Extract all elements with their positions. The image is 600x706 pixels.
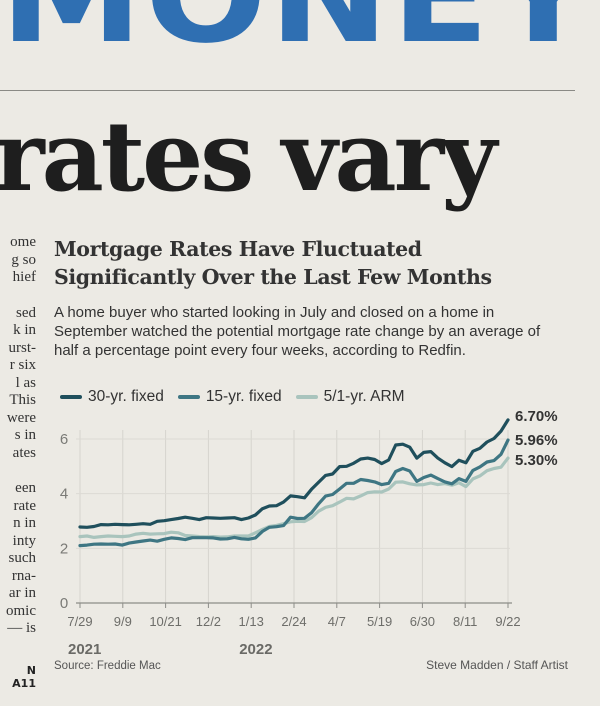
chart-title-line-2: Significantly Over the Last Few Months — [54, 265, 492, 289]
y-tick-label: 4 — [60, 486, 68, 503]
year-label: 2021 — [68, 641, 101, 658]
chart-source: Source: Freddie Mac — [54, 660, 161, 672]
legend-label-30yr: 30-yr. fixed — [88, 388, 164, 405]
x-tick-label: 8/11 — [453, 614, 477, 629]
article-column-line: n in — [13, 515, 36, 531]
x-tick-label: 6/30 — [410, 614, 435, 629]
chart-legend: 30-yr. fixed 15-yr. fixed 5/1-yr. ARM — [60, 386, 419, 408]
x-tick-label: 9/9 — [114, 614, 132, 629]
chart-subtitle: A home buyer who started looking in July… — [54, 304, 541, 359]
article-column-line: were — [6, 409, 36, 426]
year-label: 2022 — [239, 641, 272, 658]
article-column-line: k in — [13, 322, 36, 338]
series-end-label: 6.70% — [515, 408, 558, 425]
article-column-line: ates — [12, 444, 36, 461]
article-column-fragment: ome g so hief sed k in urst-r six l as This were… — [0, 234, 36, 638]
y-tick-label: 0 — [60, 595, 68, 612]
article-column-line: This — [9, 392, 36, 408]
article-column-line: ar in — [8, 585, 36, 601]
article-column-line: urst- — [8, 339, 37, 356]
x-tick-label: 9/22 — [495, 614, 520, 629]
chart-title: Mortgage Rates Have Fluctuated Significa… — [54, 235, 574, 291]
article-column-line: hief — [12, 269, 36, 285]
y-tick-label: 2 — [60, 540, 68, 557]
article-column-line: r six — [9, 357, 36, 373]
series-line — [78, 438, 510, 548]
legend-item-30yr: 30-yr. fixed — [60, 388, 164, 406]
masthead: MONEY — [0, 0, 600, 48]
series-end-label: 5.96% — [515, 432, 558, 449]
x-tick-label: 10/21 — [149, 614, 182, 629]
legend-swatch-15yr — [177, 395, 200, 399]
series-end-label: 5.30% — [515, 452, 558, 469]
legend-item-15yr: 15-yr. fixed — [177, 388, 282, 406]
x-tick-label: 12/2 — [196, 614, 221, 629]
article-column-line: sed — [16, 304, 36, 321]
article-column-line: g so — [11, 251, 36, 268]
x-tick-label: 4/7 — [328, 614, 346, 629]
x-tick-label: 2/24 — [281, 614, 306, 629]
series-line — [78, 456, 510, 539]
legend-label-arm: 5/1-yr. ARM — [323, 388, 405, 405]
article-column-line: rate — [13, 497, 36, 514]
legend-swatch-30yr — [60, 395, 82, 399]
legend-label-15yr: 15-yr. fixed — [205, 388, 282, 405]
y-tick-label: 6 — [60, 431, 68, 448]
legend-swatch-arm — [295, 395, 318, 399]
article-column-line: ome — [10, 234, 36, 250]
article-column-line: inty — [12, 532, 36, 549]
article-column-line: l as — [15, 374, 36, 391]
chart-title-line-1: Mortgage Rates Have Fluctuated — [54, 237, 422, 261]
article-column-line: s in — [14, 427, 36, 443]
legend-item-arm: 5/1-yr. ARM — [295, 388, 405, 406]
x-tick-label: 1/13 — [239, 614, 264, 629]
x-tick-label: 7/29 — [67, 614, 92, 629]
artist-credit: Steve Madden / Staff Artist — [426, 658, 568, 672]
article-column-line — [0, 287, 36, 305]
article-column-line: — is — [7, 620, 36, 636]
article-column-line: omic — [6, 602, 36, 619]
article-column-line: een — [15, 480, 36, 496]
article-column-line: such — [8, 550, 37, 566]
masthead-rule — [0, 90, 575, 91]
headline: rates vary — [0, 100, 497, 213]
mortgage-rate-chart: 0 2 4 6 7/29 9/9 10/21 12/2 1/13 2/24 4/7 5/19 6/30 8… — [60, 408, 558, 658]
article-column-line: rna- — [11, 567, 36, 584]
x-tick-label: 5/19 — [367, 614, 392, 629]
article-jump-reference: N A11 — [12, 664, 36, 690]
series-line — [78, 418, 510, 529]
